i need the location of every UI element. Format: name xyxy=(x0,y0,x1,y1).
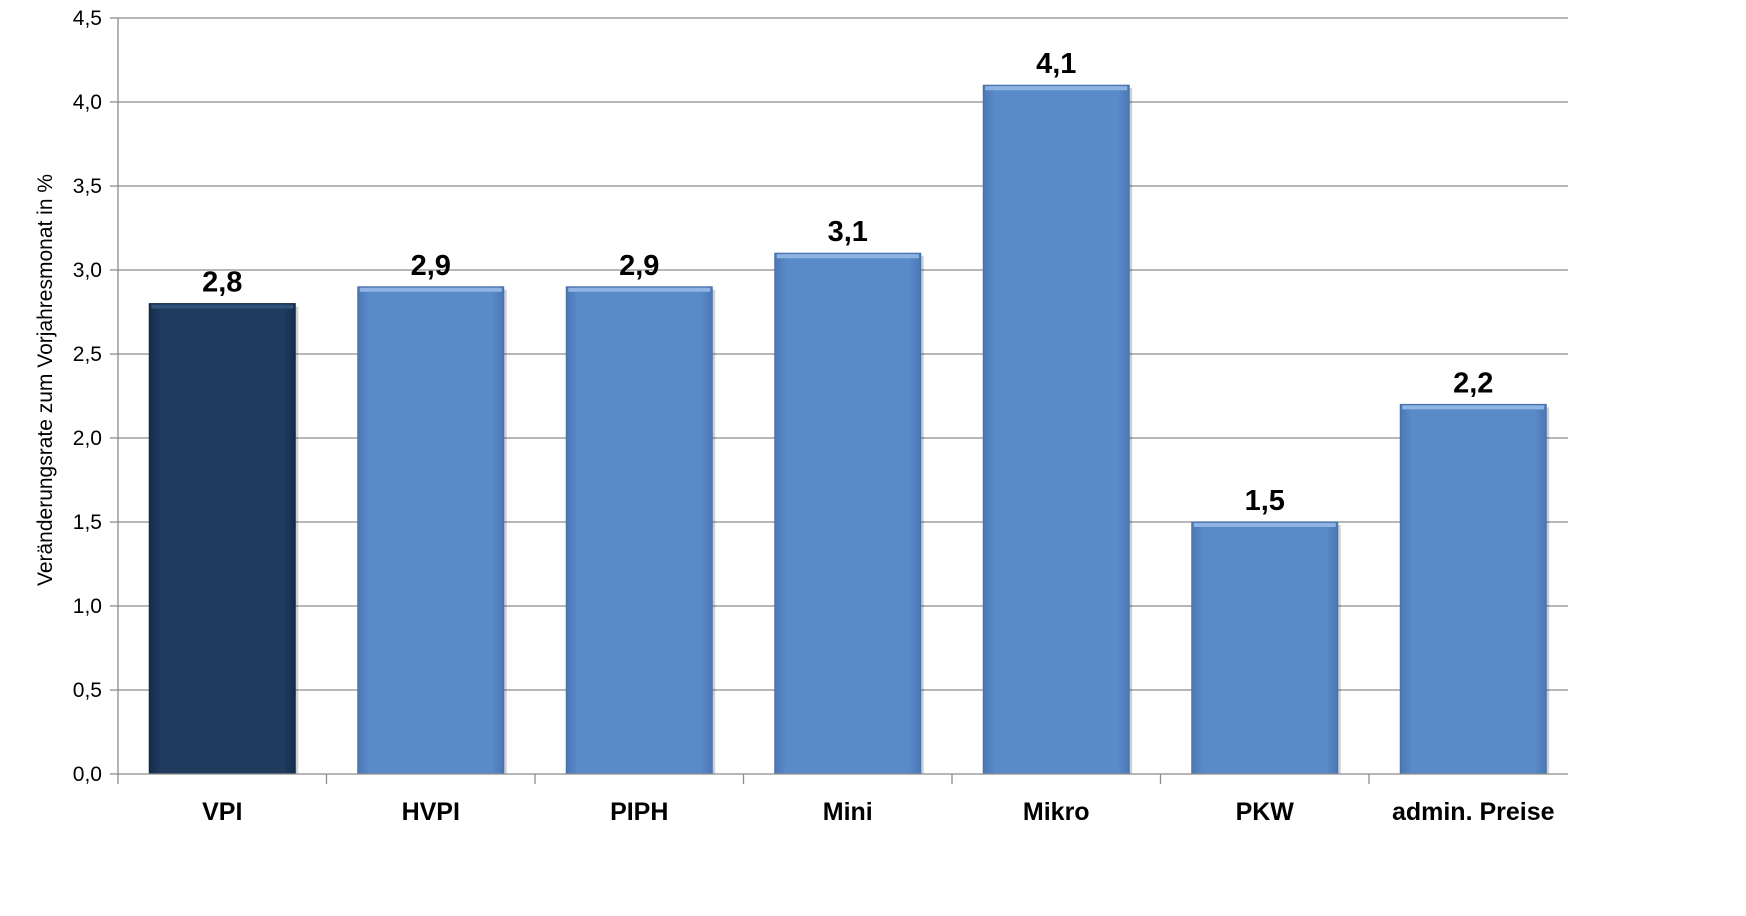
bar-bevel xyxy=(985,86,1128,91)
category-label: PIPH xyxy=(610,798,668,826)
data-label: 2,2 xyxy=(1453,367,1493,399)
category-label: Mini xyxy=(823,798,873,826)
bar-piph xyxy=(565,286,713,775)
y-tick-label: 2,5 xyxy=(73,343,102,366)
category-label: Mikro xyxy=(1023,798,1090,826)
data-label: 2,9 xyxy=(619,250,659,282)
y-tick-label: 4,5 xyxy=(73,7,102,30)
bar-bevel xyxy=(151,304,294,309)
bar-bevel xyxy=(776,254,919,259)
category-label: PKW xyxy=(1236,798,1295,826)
y-tick-label: 3,0 xyxy=(73,259,102,282)
y-tick-label: 1,5 xyxy=(73,511,102,534)
bar-hvpi xyxy=(357,286,505,775)
category-label: HVPI xyxy=(402,798,460,826)
y-axis-title: Veränderungsrate zum Vorjahresmonat in % xyxy=(34,174,57,586)
y-tick-label: 4,0 xyxy=(73,91,102,114)
y-tick-label: 0,5 xyxy=(73,679,102,702)
data-label: 4,1 xyxy=(1036,48,1076,80)
data-label: 2,9 xyxy=(411,250,451,282)
y-tick-label: 0,0 xyxy=(73,763,102,786)
data-label: 3,1 xyxy=(828,216,868,248)
bar-mikro xyxy=(982,84,1130,775)
y-tick-label: 2,0 xyxy=(73,427,102,450)
bar-admin-preise xyxy=(1399,403,1547,775)
y-tick-label: 1,0 xyxy=(73,595,102,618)
data-label: 1,5 xyxy=(1245,485,1285,517)
data-label: 2,8 xyxy=(202,267,242,299)
bar-bevel xyxy=(1402,405,1545,410)
category-label: VPI xyxy=(202,798,242,826)
bar-vpi xyxy=(148,303,296,775)
bar-pkw xyxy=(1191,521,1339,775)
bar-bevel xyxy=(1193,523,1336,527)
bar-bevel xyxy=(359,287,502,292)
y-tick-label: 3,5 xyxy=(73,175,102,198)
bar-mini xyxy=(774,252,922,775)
bar-bevel xyxy=(568,287,711,292)
category-label: admin. Preise xyxy=(1392,798,1555,826)
